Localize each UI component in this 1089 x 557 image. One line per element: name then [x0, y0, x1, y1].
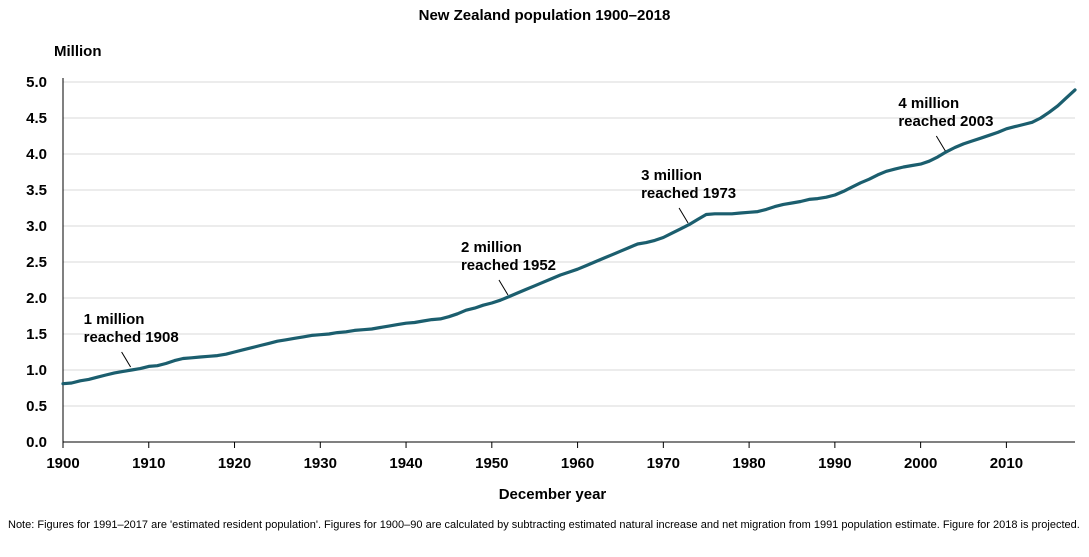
annotation-line1-4: 4 million: [898, 95, 959, 112]
y-tick-labels: 0.0 0.5 1.0 1.5 2.0 2.5 3.0 3.5 4.0 4.5 5.0: [26, 74, 47, 451]
x-axis-label: December year: [498, 486, 607, 503]
annotation-leader-1: [121, 351, 132, 368]
annotation-leader-4: [935, 135, 946, 152]
annotation-line2-4: reached 2003: [898, 113, 993, 130]
x-tick-label-2000: 2000: [904, 455, 937, 472]
footnote: Note: Figures for 1991–2017 are 'estimat…: [8, 519, 1080, 531]
y-tick-label-0.0: 0.0: [26, 434, 47, 451]
y-tick-label-0.5: 0.5: [26, 398, 47, 415]
y-tick-label-2.5: 2.5: [26, 254, 47, 271]
x-tick-label-1940: 1940: [389, 455, 422, 472]
y-tick-label-3.5: 3.5: [26, 182, 47, 199]
axes: [62, 78, 1075, 448]
annotation-line2-3: reached 1973: [641, 185, 736, 202]
population-series-line: [61, 88, 1077, 386]
series-group: [61, 88, 1077, 386]
x-tick-label-1970: 1970: [647, 455, 680, 472]
y-tick-label-4.5: 4.5: [26, 110, 47, 127]
x-tick-labels: 1900 1910 1920 1930 1940 1950 1960 1970 1980 1990…: [46, 455, 1023, 472]
x-tick-label-1920: 1920: [218, 455, 251, 472]
annotation-line1-3: 3 million: [641, 167, 702, 184]
y-tick-label-3.0: 3.0: [26, 218, 47, 235]
annotation-line2-2: reached 1952: [461, 257, 556, 274]
x-tick-label-1910: 1910: [132, 455, 165, 472]
annotation-line1-2: 2 million: [461, 239, 522, 256]
y-tick-label-1.0: 1.0: [26, 362, 47, 379]
x-tick-label-2010: 2010: [990, 455, 1023, 472]
y-tick-label-5.0: 5.0: [26, 74, 47, 91]
chart-title: New Zealand population 1900–2018: [418, 7, 671, 24]
y-axis-unit-label: Million: [54, 43, 102, 60]
x-tick-label-1950: 1950: [475, 455, 508, 472]
x-tick-label-1900: 1900: [46, 455, 79, 472]
gridlines: [63, 81, 1075, 407]
x-tick-label-1980: 1980: [732, 455, 765, 472]
y-tick-label-2.0: 2.0: [26, 290, 47, 307]
annotation-leader-2: [498, 279, 509, 296]
x-tick-label-1960: 1960: [561, 455, 594, 472]
x-tick-label-1930: 1930: [304, 455, 337, 472]
annotation-line2-1: reached 1908: [84, 329, 179, 346]
y-tick-label-1.5: 1.5: [26, 326, 47, 343]
y-tick-label-4.0: 4.0: [26, 146, 47, 163]
annotation-line1-1: 1 million: [84, 311, 145, 328]
annotation-leader-3: [678, 207, 689, 224]
x-tick-label-1990: 1990: [818, 455, 851, 472]
